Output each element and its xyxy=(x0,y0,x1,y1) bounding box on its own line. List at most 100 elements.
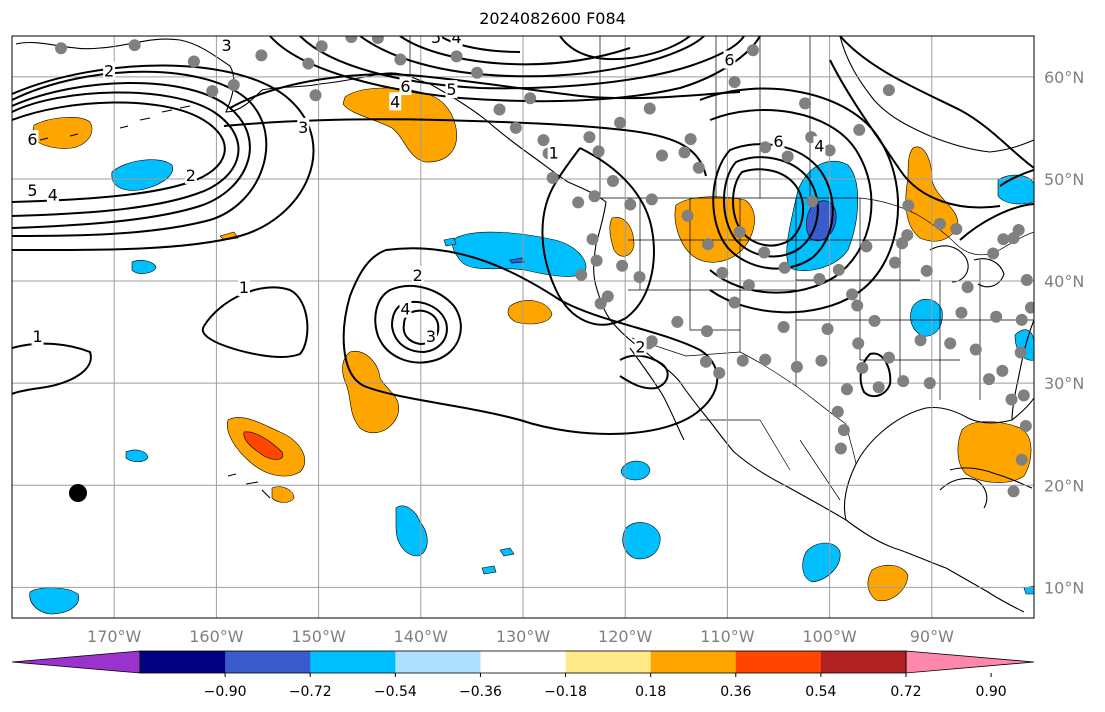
contour-line xyxy=(229,73,741,109)
station-dot xyxy=(1020,274,1033,287)
station-dot xyxy=(950,222,963,235)
station-dot xyxy=(882,84,895,97)
contour-line xyxy=(829,59,1001,209)
station-dot xyxy=(572,196,585,209)
station-dot xyxy=(983,373,996,386)
station-dot xyxy=(586,233,599,246)
station-dot xyxy=(55,42,68,55)
contour-label-bg xyxy=(430,36,443,47)
coastline-gulf-coast xyxy=(843,463,857,521)
contour-label-bg xyxy=(399,77,412,96)
contour-line xyxy=(999,169,1034,187)
station-dot xyxy=(678,146,691,159)
station-dot xyxy=(692,161,705,174)
contour-line xyxy=(299,36,745,90)
station-dot xyxy=(832,263,845,276)
lon-tick-label: 100°W xyxy=(802,627,857,646)
station-dot xyxy=(227,79,240,92)
anomaly-shade-negative xyxy=(481,565,497,575)
station-dot xyxy=(509,121,522,134)
station-dot xyxy=(614,116,627,129)
station-dot xyxy=(815,354,828,367)
contour-label-bg xyxy=(634,337,647,356)
station-dot xyxy=(592,145,605,158)
station-dot xyxy=(594,297,607,310)
station-dot xyxy=(606,174,619,187)
station-dot xyxy=(882,351,895,364)
colorbar-tick-label: −0.54 xyxy=(374,684,417,700)
colorbar-ticks: −0.90 −0.72 −0.54 −0.36 −0.18 0.18 0.36 0.54 0.7… xyxy=(204,673,1007,700)
contour-line xyxy=(709,109,873,294)
colorbar-bin xyxy=(735,651,822,673)
contour-label-bg xyxy=(31,327,44,346)
contour-label-bg xyxy=(184,165,197,184)
anomaly-shade-negative xyxy=(125,449,149,462)
colorbar-bin xyxy=(225,651,311,673)
station-dot xyxy=(923,377,936,390)
contour-line xyxy=(269,36,761,103)
station-dot xyxy=(901,229,914,242)
lon-tick-label: 140°W xyxy=(394,627,449,646)
station-dot xyxy=(728,75,741,88)
contour-label: 4 xyxy=(48,185,58,204)
contour-line xyxy=(342,247,719,435)
station-dot xyxy=(633,270,646,283)
colorbar-frame xyxy=(139,650,907,674)
station-dot xyxy=(1007,232,1020,245)
station-dot xyxy=(990,310,1003,323)
anomaly-shade-negative xyxy=(111,159,173,191)
station-dot xyxy=(806,195,819,208)
contour-label-bg xyxy=(813,136,826,155)
contour-label-bg xyxy=(46,185,59,204)
station-dot xyxy=(315,40,328,53)
colorbar-tick-label: −0.72 xyxy=(289,684,332,700)
anomaly-shade-negative xyxy=(622,522,661,560)
station-dot xyxy=(996,364,1009,377)
contour-line xyxy=(712,143,834,270)
map-title: 2024082600 F084 xyxy=(479,9,626,28)
station-dot xyxy=(778,261,791,274)
contour-line xyxy=(359,36,705,78)
station-dot xyxy=(914,334,927,347)
contour-line xyxy=(559,36,691,61)
contour-label: 6 xyxy=(773,132,783,151)
contour-label: 5 xyxy=(446,80,456,99)
station-dot xyxy=(987,247,1000,260)
contour-label-bg xyxy=(723,50,736,69)
station-dot xyxy=(575,268,588,281)
colorbar-tick-label: 0.72 xyxy=(890,684,921,700)
contour-line xyxy=(699,87,899,314)
contour-label: 2 xyxy=(635,337,645,356)
contour-line xyxy=(390,301,448,354)
anomaly-shade-positive xyxy=(243,431,284,460)
contour-label-bg xyxy=(26,181,39,200)
contour-label-bg xyxy=(772,132,785,151)
station-dot xyxy=(671,315,684,328)
contour-line xyxy=(223,118,707,177)
map-frame xyxy=(11,35,1035,619)
anomaly-shade-negative xyxy=(131,260,157,274)
colorbar-extend-low xyxy=(11,650,141,674)
station-dot xyxy=(624,198,637,211)
station-dot xyxy=(860,240,873,253)
station-dot xyxy=(728,296,741,309)
anomaly-shade-positive xyxy=(31,117,93,149)
colorbar-bin xyxy=(480,651,567,673)
contour-label-bg xyxy=(26,130,39,149)
station-dot xyxy=(1019,420,1032,433)
anomaly-shade-negative xyxy=(443,237,457,247)
station-dot xyxy=(955,306,968,319)
station-dot xyxy=(1007,485,1020,498)
station-dot xyxy=(733,226,746,239)
station-dot xyxy=(643,102,656,115)
coastline-baja xyxy=(629,347,685,441)
contour-label: 2 xyxy=(186,166,196,185)
contour-line xyxy=(201,286,309,358)
contour-line xyxy=(12,101,226,203)
coastline-gulf-of-mexico xyxy=(855,397,1034,465)
station-markers xyxy=(55,36,1034,498)
station-dot xyxy=(583,131,596,144)
station-dot xyxy=(684,133,697,146)
colorbar-tick-label: 0.90 xyxy=(976,684,1007,700)
contour-label-bg xyxy=(237,278,250,297)
